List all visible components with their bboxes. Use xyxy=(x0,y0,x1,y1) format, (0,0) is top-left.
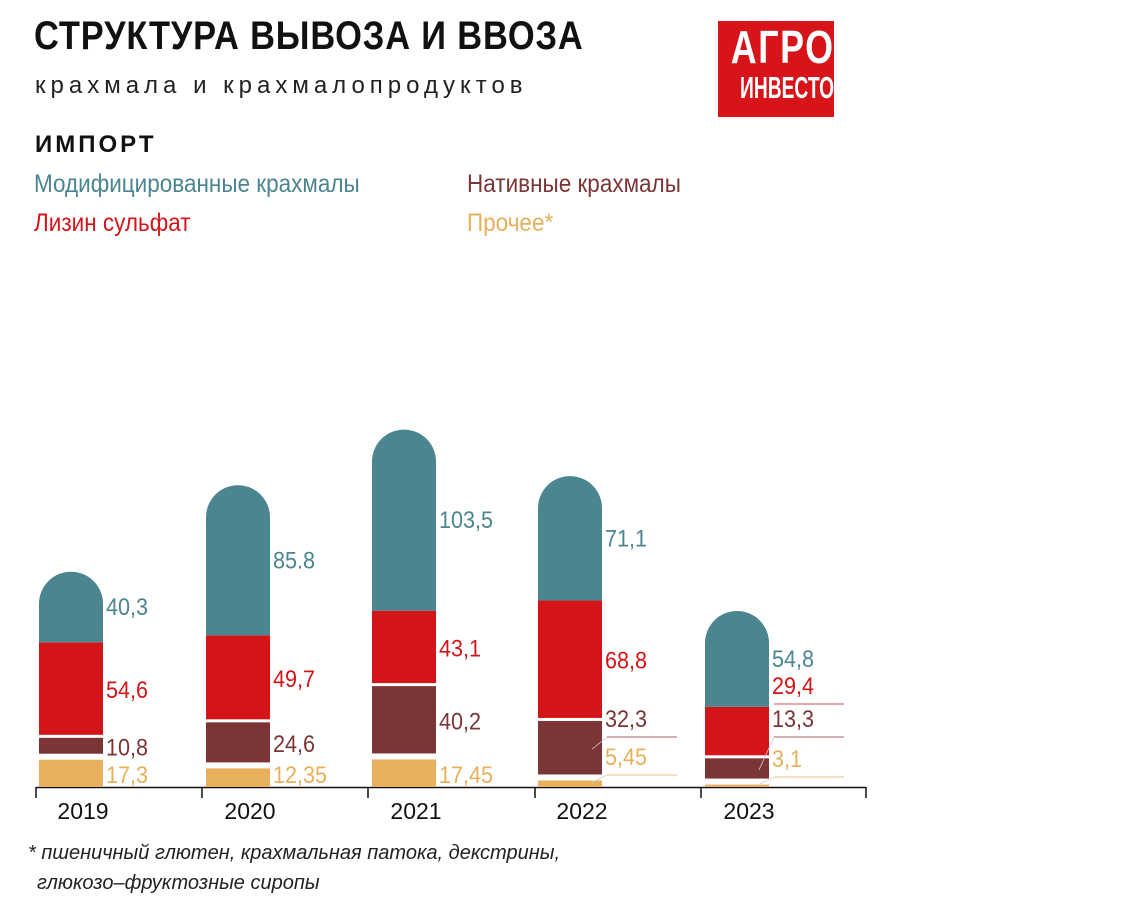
x-tick-label-2021: 2021 xyxy=(390,798,441,824)
value-label-native-2020: 24,6 xyxy=(273,730,315,757)
value-label-modified-2023: 54,8 xyxy=(772,645,814,672)
bar-segment-modified-2020 xyxy=(206,485,270,636)
bar-segment-lysine-2020 xyxy=(206,635,270,720)
bar-segment-modified-2023 xyxy=(705,610,769,707)
value-label-other-2020: 12,35 xyxy=(273,761,327,788)
section-heading: ИМПОРТ xyxy=(35,131,157,158)
value-label-lysine-2023: 29,4 xyxy=(772,672,814,699)
legend-modified-starches: Модифицированные крахмалы xyxy=(34,170,360,198)
value-label-modified-2019: 40,3 xyxy=(106,593,148,620)
bar-segment-modified-2022 xyxy=(538,476,602,601)
bar-segment-lysine-2022 xyxy=(538,600,602,718)
value-label-lysine-2021: 43,1 xyxy=(439,634,481,661)
value-label-native-2019: 10,8 xyxy=(106,733,148,760)
x-tick-label-2022: 2022 xyxy=(556,798,607,824)
bar-segment-other-2021 xyxy=(372,759,436,787)
value-label-lysine-2020: 49,7 xyxy=(273,665,315,692)
bar-segment-lysine-2019 xyxy=(39,642,103,735)
leader-pointer-native-2023 xyxy=(758,736,775,771)
bar-segment-other-2020 xyxy=(206,768,270,787)
leader-pointer-native-2022 xyxy=(591,736,608,750)
bar-segment-modified-2019 xyxy=(39,571,103,643)
bar-segment-other-2023 xyxy=(705,784,769,787)
value-label-modified-2021: 103,5 xyxy=(439,506,493,533)
bar-segment-native-2019 xyxy=(39,737,103,754)
value-label-native-2021: 40,2 xyxy=(439,707,481,734)
bar-segment-native-2023 xyxy=(705,758,769,779)
chart-subtitle: крахмала и крахмалопродуктов xyxy=(35,72,528,99)
bar-segment-native-2022 xyxy=(538,720,602,775)
value-label-lysine-2019: 54,6 xyxy=(106,676,148,703)
value-label-native-2023: 13,3 xyxy=(772,705,814,732)
bar-segment-native-2021 xyxy=(372,686,436,754)
agroinvestor-logo: АГРО ИНВЕСТОР xyxy=(718,21,834,117)
chart-title: СТРУКТУРА ВЫВОЗА И ВВОЗА xyxy=(34,14,584,58)
value-label-native-2022: 32,3 xyxy=(605,705,647,732)
value-label-other-2022: 5,45 xyxy=(605,743,647,770)
legend-native-starches: Нативные крахмалы xyxy=(467,170,681,198)
value-label-other-2023: 3,1 xyxy=(772,745,802,772)
x-tick-label-2019: 2019 xyxy=(57,798,108,824)
legend-other: Прочее* xyxy=(467,209,554,237)
logo-line-1: АГРО xyxy=(730,21,834,73)
value-label-modified-2022: 71,1 xyxy=(605,524,647,551)
x-tick-label-2020: 2020 xyxy=(224,798,275,824)
leader-pointer-other-2023 xyxy=(758,776,775,785)
bar-segment-other-2022 xyxy=(538,780,602,787)
bar-segment-modified-2021 xyxy=(372,429,436,611)
value-label-other-2021: 17,45 xyxy=(439,761,493,788)
bar-segment-lysine-2023 xyxy=(705,706,769,756)
value-label-modified-2020: 85.8 xyxy=(273,546,315,573)
x-tick-label-2023: 2023 xyxy=(723,798,774,824)
bar-segment-native-2020 xyxy=(206,722,270,763)
legend-lysine-sulfate: Лизин сульфат xyxy=(34,209,191,237)
bar-segment-lysine-2021 xyxy=(372,610,436,684)
value-label-lysine-2022: 68,8 xyxy=(605,647,647,674)
leader-pointer-other-2022 xyxy=(591,774,608,783)
value-label-other-2019: 17,3 xyxy=(106,761,148,788)
bar-segment-other-2019 xyxy=(39,759,103,787)
footnote-line-1: * пшеничный глютен, крахмальная патока, … xyxy=(28,842,561,864)
footnote-line-2: глюкозо–фруктозные сиропы xyxy=(37,872,320,894)
